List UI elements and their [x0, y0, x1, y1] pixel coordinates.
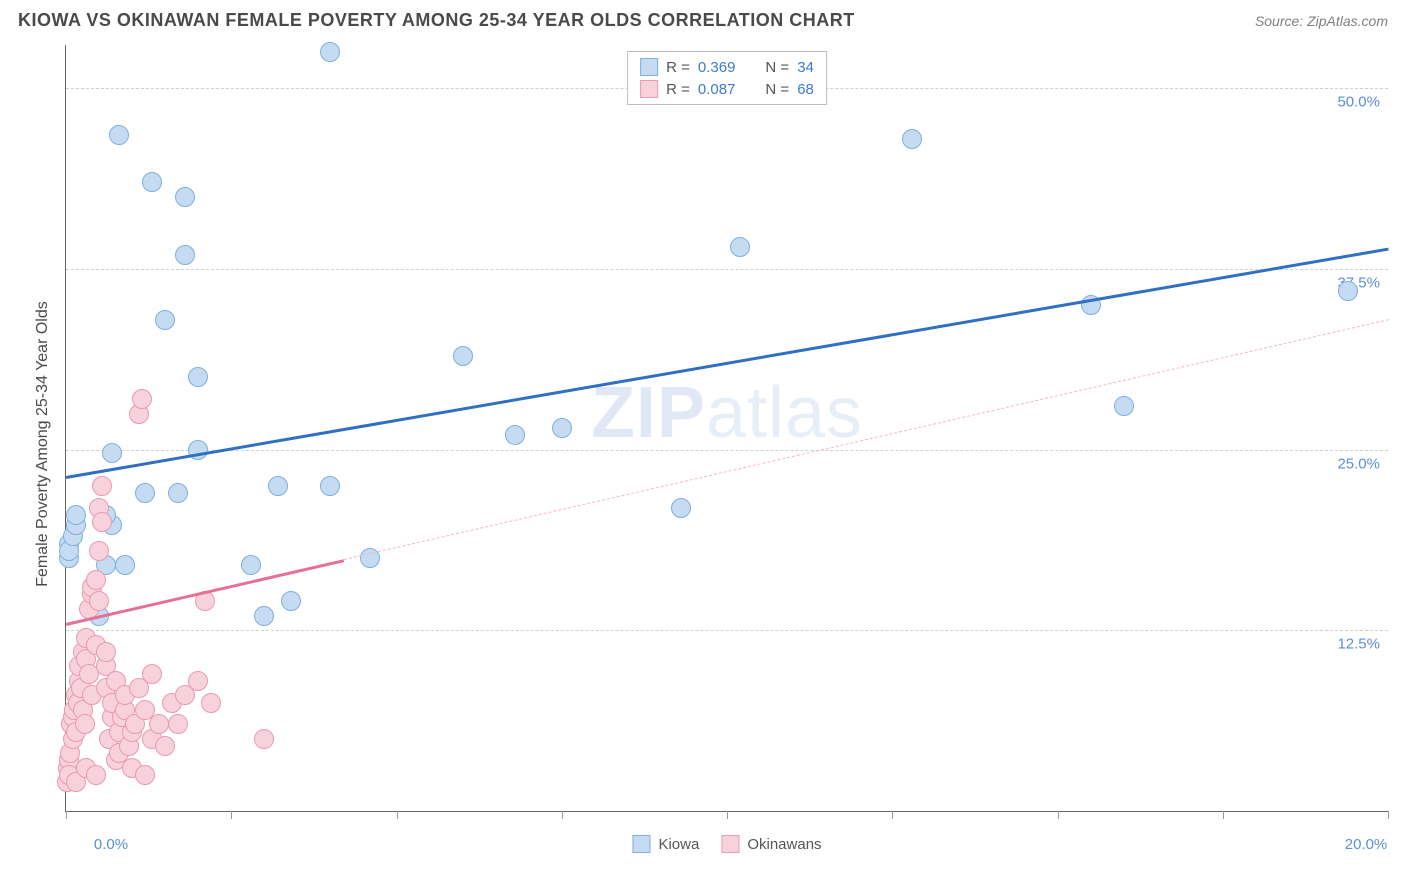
gridline-h [66, 630, 1388, 631]
x-tick [892, 811, 893, 819]
n-value: 68 [797, 81, 814, 98]
legend-swatch [632, 835, 650, 853]
plot-area: ZIPatlas 12.5%25.0%37.5%50.0%0.0%20.0%R … [65, 45, 1388, 812]
data-point [109, 125, 129, 145]
data-point [320, 476, 340, 496]
data-point [142, 172, 162, 192]
data-point [89, 591, 109, 611]
x-tick [1388, 811, 1389, 819]
n-value: 34 [797, 59, 814, 76]
data-point [1338, 281, 1358, 301]
data-point [730, 237, 750, 257]
data-point [142, 664, 162, 684]
x-tick-label: 0.0% [94, 836, 128, 853]
data-point [102, 443, 122, 463]
x-tick [1223, 811, 1224, 819]
data-point [135, 765, 155, 785]
chart-container: Female Poverty Among 25-34 Year Olds ZIP… [45, 45, 1388, 842]
data-point [168, 483, 188, 503]
data-point [135, 483, 155, 503]
data-point [155, 736, 175, 756]
data-point [92, 512, 112, 532]
data-point [66, 505, 86, 525]
series-name: Kiowa [658, 836, 699, 853]
data-point [902, 129, 922, 149]
data-point [92, 476, 112, 496]
correlation-legend: R = 0.369 N = 34 R = 0.087 N = 68 [627, 51, 827, 105]
y-axis-label: Female Poverty Among 25-34 Year Olds [34, 301, 52, 587]
series-name: Okinawans [747, 836, 821, 853]
watermark: ZIPatlas [591, 372, 863, 454]
x-tick [1058, 811, 1059, 819]
series-legend-item: Kiowa [632, 835, 699, 853]
data-point [149, 714, 169, 734]
data-point [86, 765, 106, 785]
data-point [115, 555, 135, 575]
correlation-legend-row: R = 0.087 N = 68 [640, 78, 814, 100]
y-tick-label: 12.5% [1337, 636, 1380, 653]
data-point [241, 555, 261, 575]
data-point [188, 671, 208, 691]
data-point [175, 187, 195, 207]
data-point [175, 245, 195, 265]
data-point [268, 476, 288, 496]
r-label: R = [666, 81, 690, 98]
data-point [505, 425, 525, 445]
r-label: R = [666, 59, 690, 76]
y-tick-label: 50.0% [1337, 94, 1380, 111]
x-tick [727, 811, 728, 819]
x-tick [231, 811, 232, 819]
data-point [453, 346, 473, 366]
x-tick [562, 811, 563, 819]
data-point [96, 642, 116, 662]
data-point [132, 389, 152, 409]
trend-line-extrapolated [343, 320, 1388, 561]
x-tick-label: 20.0% [1345, 836, 1388, 853]
legend-swatch [721, 835, 739, 853]
data-point [254, 729, 274, 749]
data-point [254, 606, 274, 626]
r-value: 0.087 [698, 81, 736, 98]
y-tick-label: 25.0% [1337, 455, 1380, 472]
data-point [671, 498, 691, 518]
n-label: N = [765, 59, 789, 76]
data-point [86, 570, 106, 590]
gridline-h [66, 450, 1388, 451]
correlation-legend-row: R = 0.369 N = 34 [640, 56, 814, 78]
data-point [155, 310, 175, 330]
r-value: 0.369 [698, 59, 736, 76]
series-legend: Kiowa Okinawans [632, 835, 821, 853]
data-point [1114, 396, 1134, 416]
source-label: Source: ZipAtlas.com [1255, 13, 1388, 29]
data-point [201, 693, 221, 713]
x-tick [66, 811, 67, 819]
data-point [168, 714, 188, 734]
watermark-rest: atlas [706, 373, 863, 453]
legend-swatch [640, 58, 658, 76]
n-label: N = [765, 81, 789, 98]
gridline-h [66, 269, 1388, 270]
x-tick [397, 811, 398, 819]
data-point [89, 541, 109, 561]
data-point [75, 714, 95, 734]
data-point [281, 591, 301, 611]
data-point [552, 418, 572, 438]
trend-line [66, 247, 1388, 478]
data-point [320, 42, 340, 62]
data-point [188, 367, 208, 387]
series-legend-item: Okinawans [721, 835, 821, 853]
legend-swatch [640, 80, 658, 98]
chart-title: KIOWA VS OKINAWAN FEMALE POVERTY AMONG 2… [18, 10, 855, 31]
